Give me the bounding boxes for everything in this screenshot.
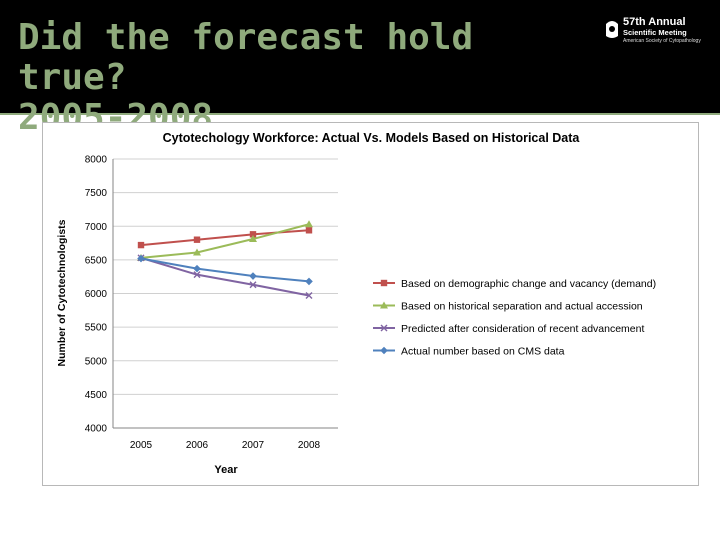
y-tick-label: 8000 [85, 155, 108, 166]
y-tick-label: 6500 [85, 255, 108, 266]
data-point [193, 248, 201, 256]
legend-label: Based on historical separation and actua… [401, 301, 643, 313]
y-tick-labels: 8000 7500 7000 6500 6000 5500 5000 4500 4000 [85, 155, 108, 435]
data-point [249, 235, 257, 243]
series-3 [137, 254, 313, 300]
data-point [380, 346, 388, 355]
legend-item: Based on historical separation and actua… [373, 301, 643, 313]
slide-title: Did the forecast hold true? 2005-2008 [18, 17, 474, 138]
x-tick-labels: 2005 2006 2007 2008 [130, 440, 321, 451]
series-line [140, 257, 310, 283]
y-tick-label: 6000 [85, 289, 108, 300]
data-point [193, 271, 201, 279]
series-line [140, 256, 310, 297]
data-point [380, 279, 388, 287]
logo-icon [606, 21, 618, 38]
data-point [137, 254, 145, 263]
legend-label: Based on demographic change and vacancy … [401, 278, 656, 290]
data-point [305, 292, 313, 300]
x-tick-label: 2008 [298, 440, 321, 451]
data-point [193, 236, 201, 243]
y-tick-label: 4500 [85, 390, 108, 401]
y-tick-label: 7000 [85, 222, 108, 233]
y-tick-label: 4000 [85, 424, 108, 435]
data-point [305, 277, 313, 286]
y-axis-title: Number of Cytotechnologists [56, 219, 68, 366]
series-line [140, 229, 310, 247]
legend-item: Predicted after consideration of recent … [373, 323, 644, 335]
meeting-logo: 57th Annual Scientific Meeting American … [603, 16, 715, 50]
x-tick-label: 2005 [130, 440, 153, 451]
legend-label: Actual number based on CMS data [401, 346, 565, 358]
series-line [140, 223, 310, 259]
data-point [249, 272, 257, 280]
legend-item: Based on demographic change and vacancy … [373, 278, 656, 290]
chart-title: Cytotechology Workforce: Actual Vs. Mode… [163, 131, 581, 145]
data-point [380, 301, 388, 309]
chart-frame: Cytotechology Workforce: Actual Vs. Mode… [42, 122, 699, 486]
legend-label: Predicted after consideration of recent … [401, 323, 644, 335]
slide-header: Did the forecast hold true? 2005-2008 57… [0, 0, 720, 138]
data-point [249, 231, 257, 238]
data-point [249, 281, 257, 289]
y-tick-label: 5500 [85, 323, 108, 334]
x-tick-label: 2007 [242, 440, 265, 451]
header-divider [0, 113, 720, 115]
data-point [305, 227, 313, 234]
y-tick-label: 7500 [85, 188, 108, 199]
line-chart: Cytotechology Workforce: Actual Vs. Mode… [56, 131, 656, 476]
data-point [305, 220, 313, 228]
axes [112, 159, 338, 429]
data-point [137, 241, 145, 249]
legend-item: Actual number based on CMS data [373, 346, 565, 358]
gridlines [113, 158, 338, 429]
series-4 [137, 254, 313, 286]
x-tick-label: 2006 [186, 440, 209, 451]
y-tick-label: 5000 [85, 356, 108, 367]
x-axis-title: Year [214, 464, 238, 476]
series-lines [137, 220, 313, 300]
legend: Based on demographic change and vacancy … [373, 278, 656, 358]
data-point [193, 264, 201, 273]
logo-line1: 57th Annual [623, 16, 686, 28]
data-point [380, 324, 388, 332]
logo-line3: American Society of Cytopathology [623, 38, 701, 44]
logo-line2: Scientific Meeting [623, 28, 687, 37]
